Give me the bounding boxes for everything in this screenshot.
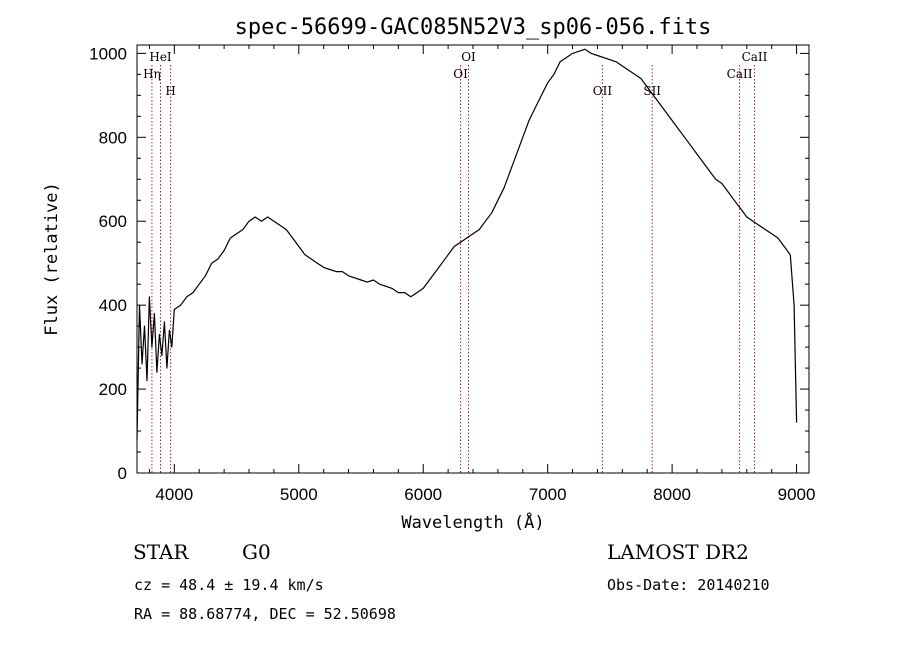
x-tick-label: 5000 [280, 485, 318, 504]
reference-line-label: OI [453, 67, 468, 81]
y-tick-label: 600 [99, 212, 127, 231]
plot-frame [136, 44, 810, 474]
y-tick-label: 400 [99, 296, 127, 315]
redshift-text: cz = 48.4 ± 19.4 km/s [134, 576, 324, 594]
coordinates-text: RA = 88.68774, DEC = 52.50698 [134, 605, 396, 623]
object-subclass: G0 [242, 540, 271, 564]
spectrum-series [136, 48, 798, 440]
reference-line-label: CaII [727, 67, 753, 81]
series-layer [136, 48, 798, 440]
y-tick-label: 200 [99, 380, 127, 399]
chart-title: spec-56699-GAC085N52V3_sp06-056.fits [235, 15, 712, 40]
x-tick-label: 4000 [155, 485, 193, 504]
y-tick-label: 1000 [89, 44, 127, 63]
obs-date-text: Obs-Date: 20140210 [607, 576, 770, 594]
reference-line-label: Hη [143, 67, 161, 81]
y-tick-label: 0 [118, 464, 127, 483]
y-tick-label: 800 [99, 128, 127, 147]
y-axis-label: Flux (relative) [42, 182, 62, 336]
object-class: STAR [133, 540, 189, 564]
x-tick-label: 7000 [529, 485, 567, 504]
reference-line-label: CaII [742, 50, 768, 64]
reference-line-label: H [165, 84, 175, 98]
x-tick-label: 6000 [404, 485, 442, 504]
x-tick-label: 8000 [653, 485, 691, 504]
reference-line-label: OII [593, 84, 613, 98]
reference-line-label: OI [461, 50, 476, 64]
axis-ticks: 4000 5000 6000 7000 8000 9000 0 200 400 600 800 100… [89, 44, 815, 504]
survey-name: LAMOST DR2 [607, 540, 749, 564]
x-axis-label: Wavelength (Å) [401, 511, 544, 533]
reference-line-label: HeI [149, 50, 172, 64]
x-tick-label: 9000 [778, 485, 816, 504]
